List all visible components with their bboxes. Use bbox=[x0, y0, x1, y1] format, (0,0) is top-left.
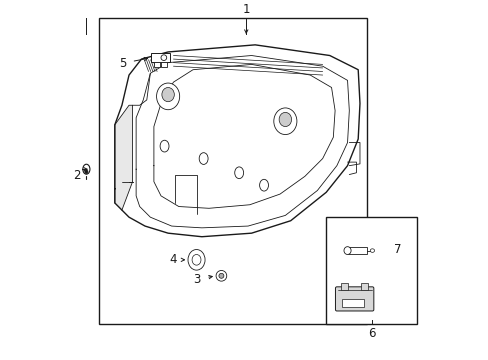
Polygon shape bbox=[115, 45, 359, 237]
FancyBboxPatch shape bbox=[335, 287, 373, 311]
Ellipse shape bbox=[234, 167, 243, 179]
Ellipse shape bbox=[219, 273, 224, 278]
Ellipse shape bbox=[343, 247, 350, 255]
Ellipse shape bbox=[160, 140, 169, 152]
Ellipse shape bbox=[259, 179, 268, 191]
Bar bbox=[325, 217, 416, 324]
Text: 7: 7 bbox=[393, 243, 401, 256]
Bar bbox=[347, 247, 366, 255]
Polygon shape bbox=[115, 105, 132, 210]
Ellipse shape bbox=[84, 170, 88, 174]
Ellipse shape bbox=[273, 108, 296, 135]
Ellipse shape bbox=[279, 112, 291, 127]
Ellipse shape bbox=[369, 249, 374, 252]
Text: 4: 4 bbox=[169, 253, 177, 266]
Bar bbox=[154, 62, 159, 67]
Bar bbox=[151, 53, 169, 62]
Text: 1: 1 bbox=[242, 4, 249, 17]
Bar bbox=[341, 283, 347, 290]
Bar bbox=[99, 18, 366, 324]
Bar bbox=[342, 299, 363, 307]
Ellipse shape bbox=[162, 87, 174, 102]
Ellipse shape bbox=[199, 153, 208, 165]
Bar bbox=[360, 283, 367, 290]
Ellipse shape bbox=[82, 164, 90, 174]
Ellipse shape bbox=[161, 55, 166, 60]
Bar bbox=[161, 62, 166, 67]
Text: 5: 5 bbox=[119, 57, 126, 70]
Ellipse shape bbox=[156, 83, 179, 110]
Ellipse shape bbox=[187, 249, 204, 270]
Text: 2: 2 bbox=[73, 169, 81, 182]
Text: 3: 3 bbox=[193, 273, 201, 286]
Text: 6: 6 bbox=[367, 327, 375, 339]
Ellipse shape bbox=[216, 270, 226, 281]
Ellipse shape bbox=[192, 255, 201, 265]
